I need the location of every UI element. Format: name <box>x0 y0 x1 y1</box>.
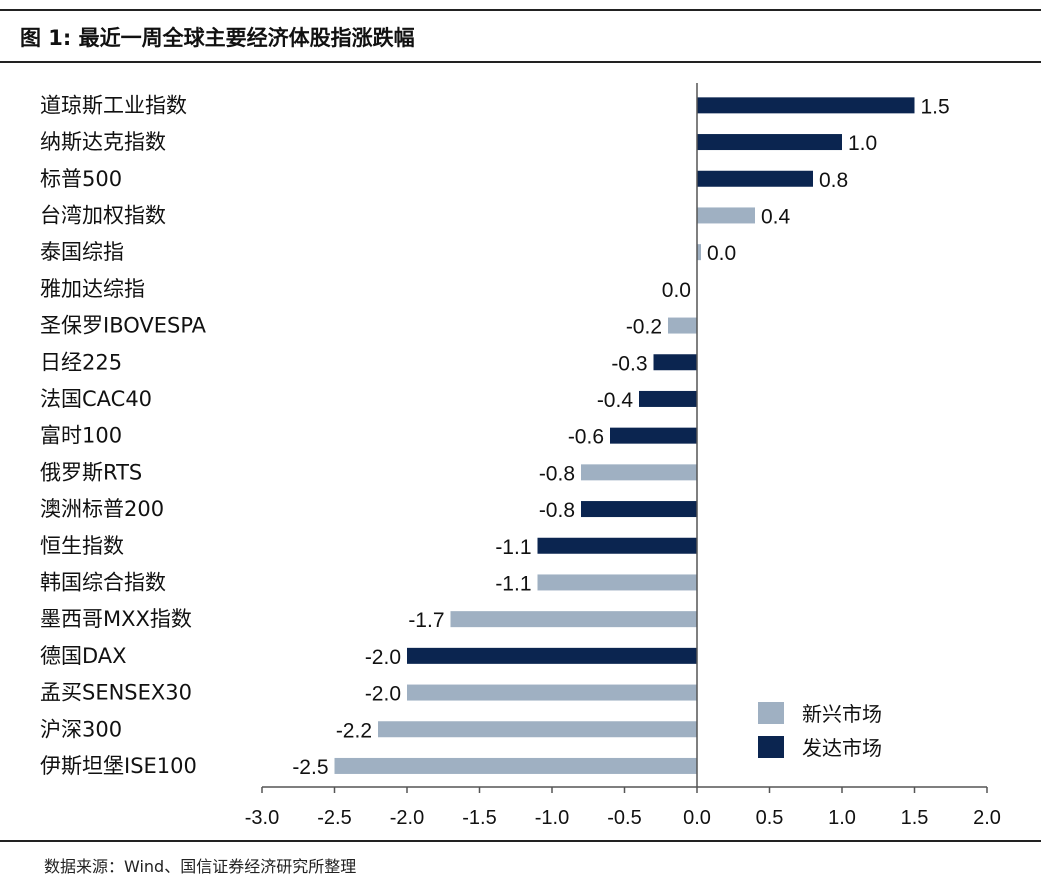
bar <box>697 244 701 261</box>
data-label: -2.0 <box>365 683 401 706</box>
data-label: 0.4 <box>761 205 791 228</box>
category-label: 雅加达综指 <box>40 277 145 301</box>
bar <box>407 647 697 664</box>
category-label: 韩国综合指数 <box>40 570 166 594</box>
bar <box>653 354 697 371</box>
data-label: -0.2 <box>626 316 662 339</box>
bar <box>697 134 842 151</box>
category-label: 法国CAC40 <box>40 387 152 411</box>
bar <box>334 757 697 774</box>
data-label: -0.8 <box>539 462 575 485</box>
x-tick-label: 0.5 <box>756 807 784 829</box>
data-label: -1.1 <box>495 536 531 559</box>
category-label: 日经225 <box>40 350 122 374</box>
data-label: -0.3 <box>611 352 647 375</box>
bottom-rule <box>0 840 1041 842</box>
x-tick-label: -1.5 <box>462 807 496 829</box>
bar <box>581 501 697 518</box>
category-label: 圣保罗IBOVESPA <box>40 314 207 338</box>
data-label: -1.1 <box>495 572 531 595</box>
bar <box>407 684 697 701</box>
category-label: 澳洲标普200 <box>40 497 164 521</box>
category-label: 墨西哥MXX指数 <box>40 607 192 631</box>
data-label: 0.8 <box>819 169 848 192</box>
legend-swatch <box>758 702 784 724</box>
bar <box>378 721 697 738</box>
bar <box>537 537 697 554</box>
category-label: 道琼斯工业指数 <box>40 93 187 117</box>
category-label: 德国DAX <box>40 644 127 668</box>
category-label: 沪深300 <box>40 717 122 741</box>
bar <box>697 97 915 114</box>
legend-label: 新兴市场 <box>802 702 882 726</box>
top-rule <box>0 9 1041 11</box>
x-tick-label: 2.0 <box>973 807 1001 829</box>
data-label: 0.0 <box>707 242 736 265</box>
chart-title: 图 1: 最近一周全球主要经济体股指涨跌幅 <box>20 26 415 50</box>
source-note: 数据来源：Wind、国信证券经济研究所整理 <box>44 857 357 876</box>
title-underline <box>0 61 1041 63</box>
x-tick-label: 0.0 <box>683 807 711 829</box>
category-label: 俄罗斯RTS <box>40 460 142 484</box>
legend-label: 发达市场 <box>802 736 882 760</box>
category-label: 孟买SENSEX30 <box>40 681 192 705</box>
bar <box>639 390 697 407</box>
data-label: -0.6 <box>568 426 604 449</box>
data-label: -2.0 <box>365 646 401 669</box>
category-label: 恒生指数 <box>40 534 124 558</box>
category-label: 纳斯达克指数 <box>40 130 166 154</box>
bar <box>581 464 697 481</box>
category-label: 台湾加权指数 <box>40 203 166 227</box>
category-label: 标普500 <box>40 167 122 191</box>
legend-swatch <box>758 736 784 758</box>
x-tick-label: -2.0 <box>390 807 424 829</box>
bar-chart: 道琼斯工业指数 1.5 纳斯达克指数 1.0 标普500 0.8 台湾加权指数 0.4 泰国综指… <box>40 83 1001 829</box>
data-label: -1.7 <box>408 609 444 632</box>
x-tick-label: -2.5 <box>317 807 351 829</box>
category-label: 伊斯坦堡ISE100 <box>40 754 197 778</box>
data-label: 1.0 <box>848 132 877 155</box>
category-label: 泰国综指 <box>40 240 124 264</box>
x-tick-label: -0.5 <box>607 807 641 829</box>
data-label: 1.5 <box>921 95 950 118</box>
bar <box>697 207 755 224</box>
bar <box>537 574 697 591</box>
data-label: -0.8 <box>539 499 575 522</box>
bar <box>697 170 813 187</box>
bar <box>610 427 697 444</box>
x-tick-label: -1.0 <box>535 807 569 829</box>
bar <box>668 317 697 334</box>
x-tick-label: -3.0 <box>245 807 279 829</box>
x-tick-label: 1.0 <box>828 807 856 829</box>
data-label: -2.5 <box>292 756 328 779</box>
data-label: 0.0 <box>662 279 691 302</box>
bar <box>450 611 697 628</box>
data-label: -2.2 <box>336 719 372 742</box>
category-label: 富时100 <box>40 424 122 448</box>
x-tick-label: 1.5 <box>901 807 929 829</box>
data-label: -0.4 <box>597 389 634 412</box>
